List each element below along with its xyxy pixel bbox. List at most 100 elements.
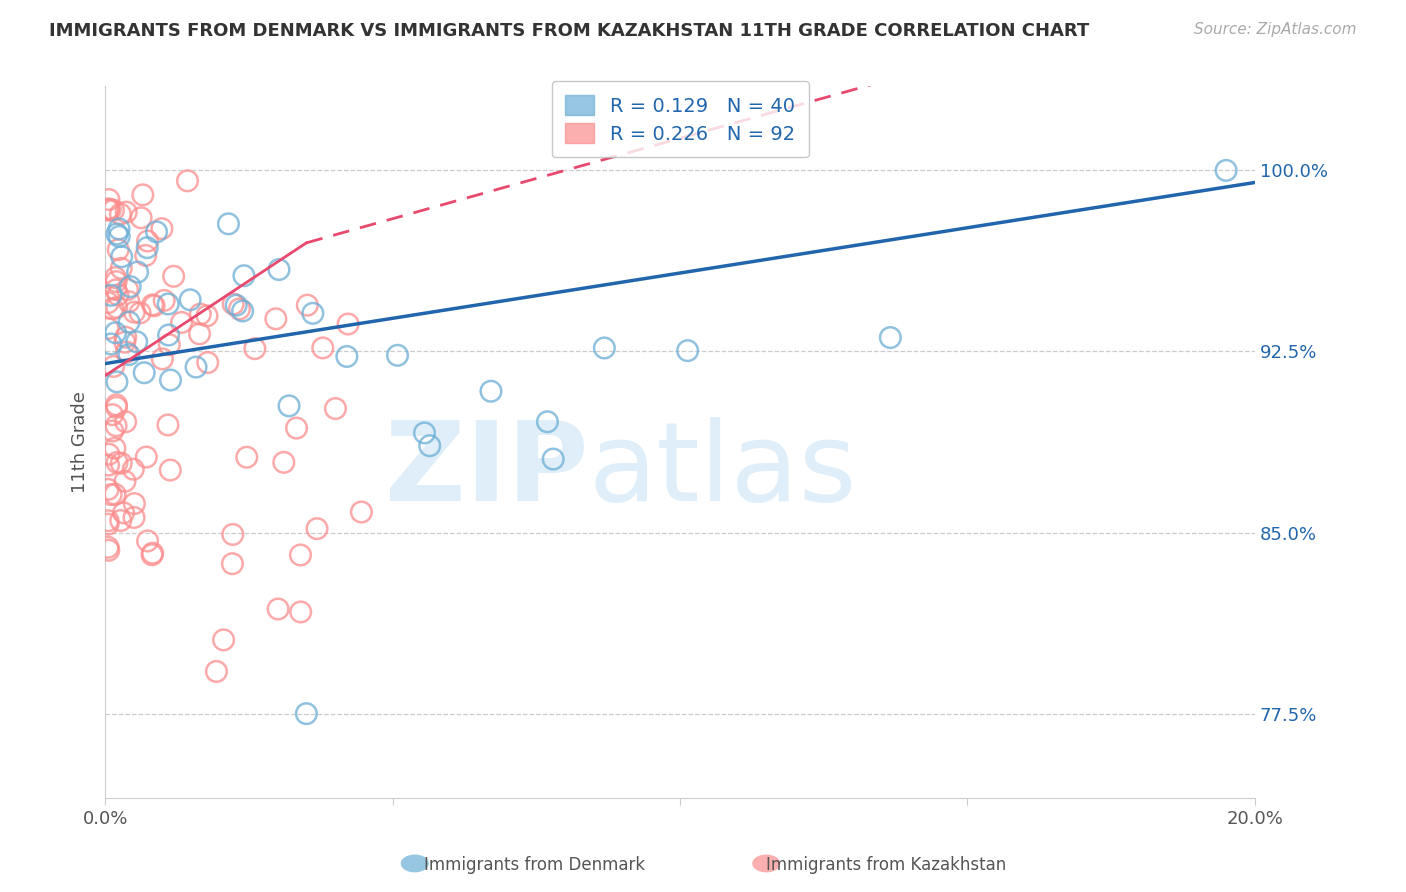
Immigrants from Kazakhstan [110, 514, 132, 528]
Immigrants from Denmark [105, 227, 128, 241]
Immigrants from Denmark [267, 262, 290, 277]
Immigrants from Kazakhstan [222, 527, 245, 541]
Immigrants from Kazakhstan [150, 351, 173, 366]
Immigrants from Kazakhstan [129, 211, 152, 225]
Immigrants from Denmark [157, 328, 180, 343]
Immigrants from Kazakhstan [129, 306, 152, 320]
Immigrants from Denmark [536, 415, 558, 429]
Immigrants from Denmark [157, 297, 180, 311]
Immigrants from Kazakhstan [337, 317, 360, 331]
Immigrants from Kazakhstan [136, 234, 159, 248]
Immigrants from Kazakhstan [103, 203, 125, 218]
Immigrants from Kazakhstan [267, 602, 290, 616]
Immigrants from Denmark [302, 306, 325, 320]
Immigrants from Kazakhstan [228, 301, 250, 316]
Immigrants from Kazakhstan [97, 517, 120, 532]
Immigrants from Kazakhstan [305, 522, 328, 536]
Immigrants from Kazakhstan [97, 458, 120, 472]
Immigrants from Kazakhstan [122, 462, 145, 476]
Immigrants from Kazakhstan [142, 546, 165, 560]
Immigrants from Kazakhstan [114, 330, 136, 344]
Immigrants from Kazakhstan [222, 297, 245, 311]
Immigrants from Kazakhstan [122, 510, 145, 524]
Immigrants from Kazakhstan [205, 665, 228, 679]
Immigrants from Kazakhstan [114, 335, 136, 350]
Text: atlas: atlas [588, 417, 856, 524]
Immigrants from Kazakhstan [197, 355, 219, 369]
Text: Immigrants from Kazakhstan: Immigrants from Kazakhstan [766, 855, 1005, 873]
Immigrants from Denmark [413, 425, 436, 440]
Immigrants from Kazakhstan [350, 505, 373, 519]
Immigrants from Kazakhstan [105, 401, 128, 415]
Immigrants from Kazakhstan [159, 463, 181, 477]
Immigrants from Kazakhstan [150, 221, 173, 235]
Immigrants from Kazakhstan [153, 293, 176, 308]
Text: Immigrants from Denmark: Immigrants from Denmark [423, 855, 645, 873]
Immigrants from Denmark [179, 293, 201, 307]
Immigrants from Kazakhstan [105, 418, 128, 433]
Immigrants from Denmark [125, 334, 148, 349]
Immigrants from Denmark [127, 265, 149, 279]
Immigrants from Kazakhstan [163, 269, 186, 284]
Immigrants from Kazakhstan [105, 455, 128, 469]
Immigrants from Kazakhstan [135, 450, 157, 464]
Immigrants from Kazakhstan [97, 202, 120, 216]
Immigrants from Kazakhstan [115, 345, 138, 359]
Immigrants from Kazakhstan [97, 541, 120, 555]
Immigrants from Kazakhstan [124, 497, 146, 511]
Immigrants from Kazakhstan [176, 174, 198, 188]
Immigrants from Denmark [419, 439, 441, 453]
Immigrants from Kazakhstan [97, 193, 120, 207]
Immigrants from Kazakhstan [136, 533, 159, 548]
Immigrants from Kazakhstan [118, 294, 141, 309]
Immigrants from Kazakhstan [135, 248, 157, 262]
Immigrants from Kazakhstan [101, 301, 124, 316]
Immigrants from Denmark [100, 337, 122, 351]
Immigrants from Kazakhstan [110, 261, 132, 276]
Immigrants from Denmark [676, 343, 699, 358]
Immigrants from Kazakhstan [297, 298, 319, 312]
Immigrants from Kazakhstan [195, 309, 218, 323]
Immigrants from Denmark [278, 399, 301, 413]
Immigrants from Denmark [108, 222, 131, 236]
Immigrants from Denmark [108, 229, 131, 244]
Immigrants from Denmark [111, 250, 134, 264]
Immigrants from Kazakhstan [97, 483, 120, 497]
Text: ZIP: ZIP [385, 417, 588, 524]
Immigrants from Kazakhstan [236, 450, 259, 465]
Immigrants from Kazakhstan [104, 270, 127, 285]
Immigrants from Kazakhstan [188, 326, 211, 341]
Immigrants from Kazakhstan [110, 456, 132, 470]
Immigrants from Denmark [1215, 163, 1237, 178]
Immigrants from Denmark [136, 241, 159, 255]
Immigrants from Denmark [217, 217, 239, 231]
Immigrants from Kazakhstan [325, 401, 347, 416]
Immigrants from Kazakhstan [188, 307, 211, 321]
Immigrants from Denmark [225, 298, 247, 312]
Immigrants from Kazakhstan [273, 455, 295, 469]
Immigrants from Kazakhstan [212, 632, 235, 647]
Immigrants from Denmark [233, 268, 256, 283]
Immigrants from Denmark [295, 706, 318, 721]
Immigrants from Denmark [120, 279, 142, 293]
Immigrants from Kazakhstan [107, 288, 129, 302]
Immigrants from Kazakhstan [221, 557, 243, 571]
Immigrants from Kazakhstan [104, 487, 127, 501]
Immigrants from Kazakhstan [105, 275, 128, 289]
Immigrants from Kazakhstan [104, 442, 127, 456]
Immigrants from Kazakhstan [97, 514, 120, 528]
Immigrants from Denmark [593, 341, 616, 355]
Immigrants from Kazakhstan [157, 337, 180, 351]
Immigrants from Kazakhstan [290, 605, 312, 619]
Text: IMMIGRANTS FROM DENMARK VS IMMIGRANTS FROM KAZAKHSTAN 11TH GRADE CORRELATION CHA: IMMIGRANTS FROM DENMARK VS IMMIGRANTS FR… [49, 22, 1090, 40]
Text: Source: ZipAtlas.com: Source: ZipAtlas.com [1194, 22, 1357, 37]
Immigrants from Denmark [541, 452, 564, 467]
Immigrants from Kazakhstan [243, 342, 266, 356]
Immigrants from Kazakhstan [104, 283, 127, 297]
Immigrants from Kazakhstan [97, 321, 120, 335]
Immigrants from Kazakhstan [98, 202, 121, 217]
Immigrants from Kazakhstan [97, 203, 120, 218]
Immigrants from Denmark [145, 225, 167, 239]
Immigrants from Kazakhstan [112, 506, 135, 520]
Immigrants from Kazakhstan [141, 548, 163, 562]
